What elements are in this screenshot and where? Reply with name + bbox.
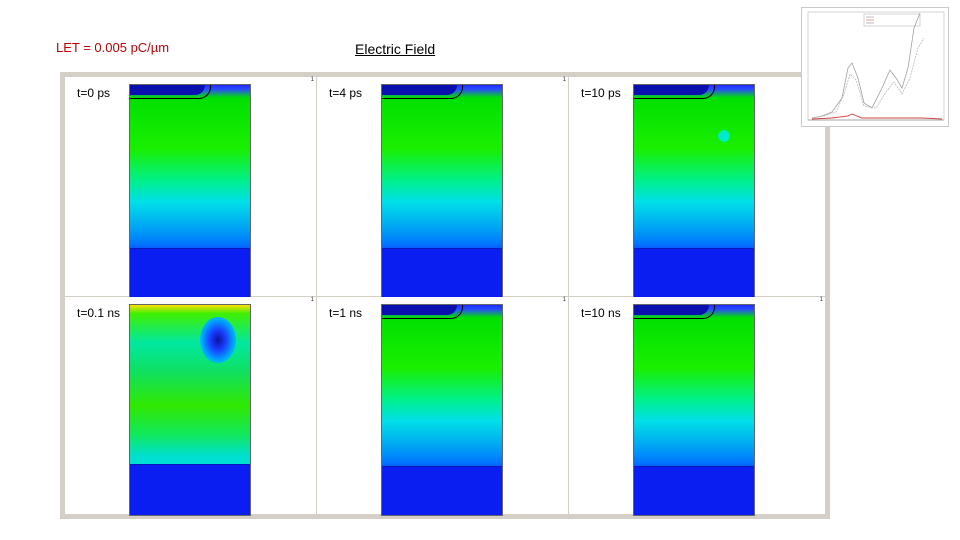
- field-map: [129, 84, 251, 298]
- field-map: [381, 304, 503, 516]
- field-map: [129, 304, 251, 516]
- field-map: [381, 84, 503, 298]
- panel-time-label: t=0.1 ns: [77, 306, 121, 320]
- panel-corner-mark: 1: [819, 297, 823, 303]
- panels-frame: t=0 ps 1 t=4 ps 1 t=10 ps 1 t=0.1 ns 1 t…: [60, 72, 830, 519]
- field-map: [633, 84, 755, 298]
- page-title: Electric Field: [355, 41, 436, 57]
- panel-time-label: t=10 ps: [581, 86, 621, 100]
- panel-time-label: t=4 ps: [329, 86, 363, 100]
- panel-time-label: t=0 ps: [77, 86, 111, 100]
- charge-spot: [200, 317, 236, 363]
- panel-t4ps: t=4 ps 1: [317, 77, 568, 298]
- let-label: LET = 0.005 pC/µm: [56, 40, 170, 55]
- panel-t10ns: t=10 ns 1: [569, 297, 825, 516]
- charge-spot: [718, 130, 730, 142]
- panel-t1ns: t=1 ns 1: [317, 297, 568, 516]
- panel-corner-mark: 1: [562, 77, 566, 83]
- panel-time-label: t=1 ns: [329, 306, 363, 320]
- panel-corner-mark: 1: [562, 297, 566, 303]
- field-map: [633, 304, 755, 516]
- panel-corner-mark: 1: [310, 297, 314, 303]
- panel-corner-mark: 1: [310, 77, 314, 83]
- panel-t0ps: t=0 ps 1: [65, 77, 316, 298]
- inset-chart-thumbnail: [801, 7, 949, 127]
- panel-time-label: t=10 ns: [581, 306, 621, 320]
- panel-t10ps: t=10 ps 1: [569, 77, 825, 298]
- panel-t0-1ns: t=0.1 ns 1: [65, 297, 316, 516]
